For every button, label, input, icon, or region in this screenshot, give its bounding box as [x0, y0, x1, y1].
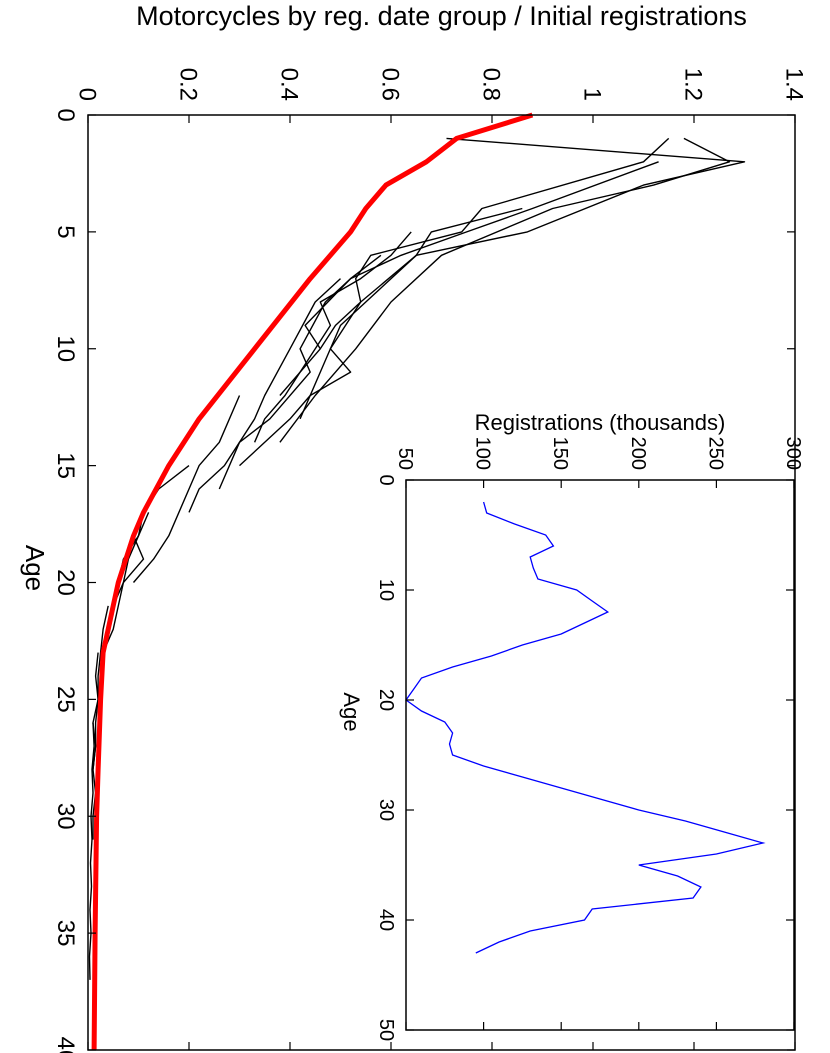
main-series-line-2 [279, 137, 731, 443]
main-y-axis-label: Motorcycles by reg. date group / Initial… [136, 1, 747, 31]
fit-curve-red [91, 112, 534, 1051]
y-tick-label: 100 [472, 437, 494, 470]
main-series-line-1 [319, 137, 670, 350]
y-tick-label: 250 [704, 437, 726, 470]
main-series-group [88, 137, 746, 980]
y-tick-label: 0.6 [377, 68, 404, 101]
x-tick-label: 0 [375, 474, 397, 485]
main-series-line-7 [218, 254, 382, 490]
main-chart: 0 5 10 15 20 25 30 35 40 0 0.2 0.4 0.6 0.8 1 1.2 1.4 Ag… [20, 1, 808, 1053]
main-x-axis-label: Age [20, 545, 50, 591]
y-tick-label: 1 [579, 88, 606, 101]
x-tick-label: 5 [52, 225, 79, 238]
inset-chart: 0 10 20 30 40 50 50 100 150 200 250 300 Age Regist… [339, 410, 804, 1041]
inset-x-axis-label: Age [339, 692, 364, 731]
main-series-line-3 [299, 137, 746, 420]
main-x-ticks: 0 5 10 15 20 25 30 35 40 [52, 108, 795, 1053]
main-series-line-10 [107, 465, 190, 630]
x-tick-label: 30 [375, 799, 397, 821]
x-tick-label: 25 [52, 686, 79, 713]
x-tick-label: 20 [52, 569, 79, 596]
x-tick-label: 40 [52, 1037, 79, 1053]
x-tick-label: 10 [375, 579, 397, 601]
x-tick-label: 30 [52, 803, 79, 830]
x-tick-label: 0 [52, 108, 79, 121]
main-series-line-9 [132, 395, 241, 583]
y-tick-label: 1.4 [781, 68, 808, 101]
inset-y-ticks: 50 100 150 200 250 300 [394, 437, 804, 1030]
x-tick-label: 20 [375, 689, 397, 711]
x-tick-label: 15 [52, 452, 79, 479]
y-tick-label: 0.2 [175, 68, 202, 101]
inset-background [406, 480, 794, 1030]
main-series-line-5 [239, 207, 523, 467]
main-series-line-6 [253, 231, 412, 443]
y-tick-label: 300 [782, 437, 804, 470]
y-tick-label: 1.2 [680, 68, 707, 101]
main-y-ticks: 0 0.2 0.4 0.6 0.8 1 1.2 1.4 [74, 68, 808, 1050]
main-series-line-8 [188, 278, 341, 513]
x-tick-label: 10 [52, 335, 79, 362]
x-tick-label: 40 [375, 909, 397, 931]
inset-x-ticks: 0 10 20 30 40 50 [375, 474, 794, 1041]
y-tick-label: 0.4 [276, 68, 303, 101]
y-tick-label: 50 [394, 448, 416, 470]
y-tick-label: 0.8 [478, 68, 505, 101]
inset-plot-frame [405, 479, 795, 1031]
y-tick-label: 0 [74, 88, 101, 101]
x-tick-label: 35 [52, 920, 79, 947]
y-tick-label: 150 [549, 437, 571, 470]
main-series-line-12 [97, 535, 145, 700]
y-tick-label: 200 [627, 437, 649, 470]
main-series-line-15 [88, 722, 95, 980]
inset-registrations-line [405, 501, 766, 954]
main-series-line-14 [92, 652, 99, 840]
inset-y-axis-label: Registrations (thousands) [475, 410, 726, 435]
x-tick-label: 50 [375, 1019, 397, 1041]
